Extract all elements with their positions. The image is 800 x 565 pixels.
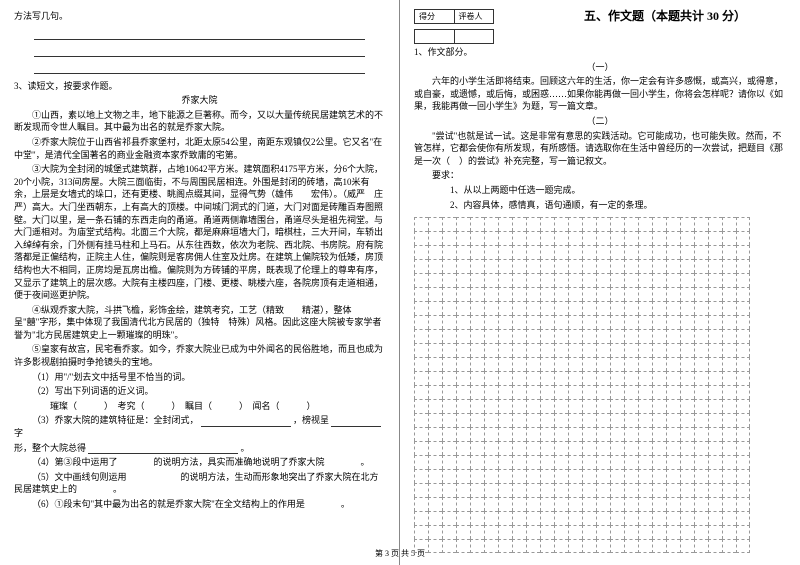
answer-line[interactable] xyxy=(34,26,365,40)
left-column: 方法写几句。 3、读短文，按要求作题。 乔家大院 ①山西，素以地上文物之丰，地下… xyxy=(0,0,400,565)
score-entry[interactable] xyxy=(414,29,494,44)
sq-text: 字 xyxy=(14,428,23,438)
intro: 方法写几句。 xyxy=(14,10,385,23)
sq-text: （3）乔家大院的建筑特征是：全封闭式， xyxy=(32,415,199,425)
essay-item: 1、作文部分。 xyxy=(414,46,786,59)
paragraph: ⑤皇家有故宫，民宅看乔家。如今，乔家大院业已成为中外闻名的民俗胜地，而且也成为许… xyxy=(14,343,385,368)
paragraph: ③大院为全封闭的城堡式建筑群，占地10642平方米。建筑面积4175平方米，分6… xyxy=(14,163,385,302)
sub-question: （3）乔家大院的建筑特征是：全封闭式， ，榜视呈 字 xyxy=(14,414,385,439)
writing-grid[interactable] xyxy=(414,217,786,553)
answer-line[interactable] xyxy=(34,60,365,74)
requirement: 1、从以上两题中任选一题完成。 xyxy=(414,184,786,197)
score-label: 得分 xyxy=(415,10,455,23)
right-column: 得分 评卷人 五、作文题（本题共计 30 分） 1、作文部分。 （一） 六年的小… xyxy=(400,0,800,565)
sub-heading: （一） xyxy=(414,61,786,74)
sub-heading: （二） xyxy=(414,115,786,128)
sub-question: （5）文中画线句则运用 的说明方法，生动而形象地突出了乔家大院在北方民居建筑史上… xyxy=(14,471,385,496)
word-blanks[interactable]: 璀璨（ ） 考究（ ） 瞩目（ ） 闻名（ ） xyxy=(14,400,385,413)
sq-text: ，榜视呈 xyxy=(293,415,329,425)
answer-line[interactable] xyxy=(34,43,365,57)
sq-text: 形，整个大院总得 xyxy=(14,443,86,453)
page-footer: 第 3 页 共 5 页 xyxy=(0,548,800,559)
q3: 3、读短文，按要求作题。 xyxy=(14,80,385,93)
sub-question: （1）用"/"划去文中括号里不恰当的词。 xyxy=(14,371,385,384)
essay-prompt: 六年的小学生活即将结束。回顾这六年的生活，你一定会有许多感慨，或高兴，或得意，或… xyxy=(414,75,786,113)
sub-question: （6）①段末句"其中最为出名的就是乔家大院"在全文结构上的作用是 。 xyxy=(14,498,385,511)
fill-blank[interactable] xyxy=(331,416,381,427)
score-box: 得分 评卷人 xyxy=(414,9,494,24)
sub-question: （4）第③段中运用了 的说明方法，具实而准确地说明了乔家大院 。 xyxy=(14,456,385,469)
sq-text: 。 xyxy=(241,443,250,453)
marker-label: 评卷人 xyxy=(455,10,494,23)
fill-blank[interactable] xyxy=(88,443,238,454)
section-title: 五、作文题（本题共计 30 分） xyxy=(584,8,746,25)
paragraph: ①山西，素以地上文物之丰，地下能源之巨著称。而今，又以大量传统民居建筑艺术的不断… xyxy=(14,109,385,134)
requirements-title: 要求： xyxy=(414,169,786,182)
fill-blank[interactable] xyxy=(201,416,291,427)
paragraph: ②乔家大院位于山西省祁县乔家堡村，北距太原54公里，南距东观镇仅2公里。它又名"… xyxy=(14,136,385,161)
sub-question: （2）写出下列词语的近义词。 xyxy=(14,385,385,398)
paragraph: ④纵观乔家大院，斗拱飞檐，彩饰金绘，建筑考究，工艺（精致 精湛），整体呈"囍"字… xyxy=(14,304,385,342)
essay-prompt: "尝试"也就是试一试。这是非常有意思的实践活动。它可能成功，也可能失败。然而，不… xyxy=(414,130,786,168)
sub-question: 形，整个大院总得 。 xyxy=(14,442,385,455)
requirement: 2、内容具体，感情真，语句通顺，有一定的条理。 xyxy=(414,199,786,212)
passage-title: 乔家大院 xyxy=(14,94,385,107)
